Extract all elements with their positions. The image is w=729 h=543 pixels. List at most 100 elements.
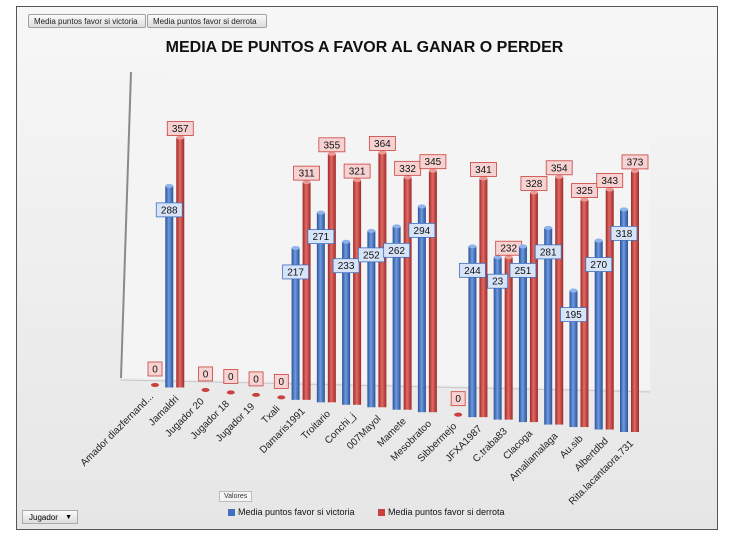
data-label-derrota-box: [450, 391, 466, 407]
chevron-down-icon: ▼: [65, 514, 72, 521]
x-tick-label: Amador diazfernand...: [79, 391, 156, 468]
data-label-victoria: 23: [492, 277, 504, 288]
jugador-filter-button[interactable]: Jugador ▼: [22, 510, 78, 524]
bar-victoria-top: [493, 255, 502, 260]
data-label-victoria: 195: [565, 310, 582, 321]
bar-victoria: [291, 247, 300, 400]
data-label-derrota-box: [248, 371, 264, 387]
data-label-derrota-box: [419, 154, 447, 170]
bar-derrota: [479, 178, 488, 418]
data-label-derrota-box: [273, 373, 289, 389]
legend-item-derrota: Media puntos favor si derrota: [378, 507, 505, 517]
data-label-derrota-box: [368, 136, 396, 151]
data-label-derrota-box: [343, 163, 371, 179]
data-label-victoria-box: [509, 263, 537, 278]
bar-derrota: [176, 137, 185, 388]
chart-side-wall: [120, 72, 132, 378]
bar-victoria-top: [620, 207, 628, 212]
bar-derrota-top: [302, 180, 311, 185]
bar-victoria-top: [316, 210, 325, 215]
bar-derrota-top: [176, 135, 185, 140]
bar-victoria: [569, 290, 578, 428]
bar-victoria-top: [417, 204, 426, 209]
bar-victoria: [392, 226, 401, 410]
data-label-victoria: 288: [161, 205, 178, 216]
data-label-derrota: 311: [299, 169, 315, 180]
data-label-derrota: 321: [349, 167, 366, 178]
bar-victoria: [316, 212, 325, 403]
data-label-victoria: 281: [540, 247, 557, 258]
bar-derrota-zero: [277, 395, 286, 400]
bar-victoria-top: [518, 244, 527, 249]
data-label-victoria-box: [487, 273, 509, 289]
bar-derrota-top: [327, 151, 336, 156]
bar-derrota-top: [428, 168, 437, 173]
bar-derrota-top: [555, 174, 564, 179]
bar-victoria: [518, 246, 527, 423]
legend-swatch-derrota: [378, 508, 385, 516]
bar-derrota-top: [378, 150, 387, 155]
bar-victoria: [493, 257, 502, 420]
data-label-victoria-box: [383, 242, 411, 258]
bar-derrota: [605, 189, 614, 430]
legend-label-victoria: Media puntos favor si victoria: [238, 507, 355, 517]
data-label-derrota-box: [470, 162, 497, 177]
data-label-derrota-box: [147, 361, 163, 377]
bar-derrota: [428, 170, 437, 413]
bar-victoria-top: [468, 244, 477, 249]
bar-victoria: [165, 185, 174, 388]
data-label-derrota-box: [545, 160, 573, 176]
data-label-derrota: 0: [253, 374, 259, 385]
bar-victoria-top: [291, 245, 300, 250]
data-label-derrota: 357: [172, 124, 189, 135]
data-label-derrota: 345: [425, 157, 442, 168]
bar-derrota-top: [479, 176, 488, 181]
data-label-derrota: 343: [601, 176, 618, 187]
data-label-derrota-box: [596, 173, 624, 188]
data-label-derrota-box: [571, 183, 598, 198]
bar-derrota-zero: [151, 383, 159, 387]
data-label-victoria: 318: [616, 229, 633, 240]
data-label-derrota-box: [520, 176, 548, 191]
bar-derrota-zero: [252, 392, 261, 397]
bar-victoria-top: [342, 239, 351, 244]
data-label-derrota: 325: [576, 186, 593, 197]
field-button-victoria[interactable]: Media puntos favor si victoria: [28, 14, 146, 28]
x-tick-label: Txali: [260, 404, 283, 427]
data-label-victoria-box: [155, 202, 183, 218]
data-label-victoria: 252: [363, 250, 380, 261]
bar-victoria-top: [594, 238, 603, 243]
data-label-victoria: 294: [414, 226, 431, 237]
legend-swatch-victoria: [228, 508, 235, 516]
data-label-victoria: 262: [388, 246, 405, 257]
field-button-derrota[interactable]: Media puntos favor si derrota: [147, 14, 267, 28]
bar-victoria: [594, 240, 603, 430]
bar-derrota: [403, 177, 412, 410]
data-label-derrota: 328: [526, 179, 543, 190]
bar-derrota-top: [504, 255, 513, 260]
legend-item-victoria: Media puntos favor si victoria: [228, 507, 355, 517]
data-label-victoria: 270: [590, 260, 607, 271]
bar-derrota: [631, 170, 639, 432]
bar-derrota-top: [403, 175, 412, 180]
data-label-derrota-box: [198, 366, 213, 382]
data-label-victoria: 271: [312, 232, 329, 243]
data-label-derrota: 0: [228, 372, 234, 383]
data-label-derrota: 0: [279, 377, 285, 388]
bar-derrota-top: [580, 197, 589, 202]
bar-victoria: [342, 241, 351, 405]
data-label-derrota: 232: [500, 244, 517, 255]
data-label-derrota: 0: [203, 369, 209, 380]
valores-button[interactable]: Valores: [219, 491, 253, 502]
data-label-derrota: 0: [152, 365, 158, 376]
legend-label-derrota: Media puntos favor si derrota: [388, 507, 505, 517]
bar-victoria-top: [569, 288, 578, 293]
bar-victoria-top: [544, 225, 553, 230]
data-label-victoria: 244: [464, 266, 481, 277]
data-label-derrota: 373: [627, 157, 644, 168]
bar-derrota: [302, 182, 311, 400]
bar-derrota: [327, 153, 336, 403]
data-label-derrota-box: [293, 165, 320, 181]
bar-victoria: [468, 246, 477, 418]
